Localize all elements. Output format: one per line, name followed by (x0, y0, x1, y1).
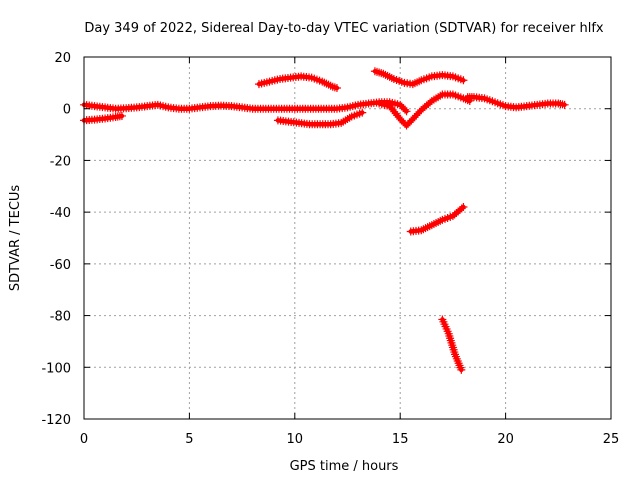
data-point (332, 84, 341, 93)
series-arc-9 (438, 315, 466, 374)
x-tick-label: 0 (80, 432, 88, 447)
data-point (410, 113, 419, 122)
series-arc-5 (370, 67, 468, 89)
y-axis-label: SDTVAR / TECUs (8, 185, 23, 292)
axis-ticks: 0 5 10 15 20 25 20 0 -20 -40 -60 -80 -100 -120 (41, 51, 619, 447)
data-point (358, 108, 367, 117)
y-tick-label: -120 (41, 413, 71, 428)
data-series (80, 67, 569, 374)
series-arc-4 (273, 108, 367, 129)
data-point (407, 116, 416, 125)
series-arc-1 (80, 98, 411, 116)
series-arc-3 (254, 72, 341, 93)
plot-frame (83, 56, 612, 420)
data-point (415, 107, 424, 116)
data-point (457, 204, 466, 213)
data-point (413, 109, 422, 118)
y-tick-label: -60 (50, 258, 71, 273)
x-tick-label: 5 (185, 432, 193, 447)
x-tick-label: 25 (603, 432, 620, 447)
chart-title: Day 349 of 2022, Sidereal Day-to-day VTE… (84, 21, 604, 36)
data-point (400, 105, 409, 114)
series-arc-8 (406, 202, 468, 236)
y-tick-label: -20 (50, 154, 71, 169)
data-point (412, 111, 421, 120)
data-point (459, 76, 468, 85)
data-point (408, 115, 417, 124)
y-tick-label: 0 (63, 103, 71, 118)
data-point (402, 107, 411, 116)
data-point (457, 365, 466, 374)
y-tick-label: 20 (54, 51, 71, 66)
series-arc-6 (375, 90, 474, 130)
x-tick-label: 10 (287, 432, 304, 447)
series-arc-2 (80, 111, 126, 125)
y-tick-label: -40 (50, 206, 71, 221)
data-point (459, 202, 468, 211)
x-tick-label: 15 (392, 432, 409, 447)
data-point (117, 111, 126, 120)
data-point (560, 100, 569, 109)
y-tick-label: -100 (41, 361, 71, 376)
x-tick-label: 20 (497, 432, 514, 447)
series-arc-7 (463, 93, 569, 112)
x-axis-label: GPS time / hours (290, 459, 399, 474)
y-tick-label: -80 (50, 310, 71, 325)
